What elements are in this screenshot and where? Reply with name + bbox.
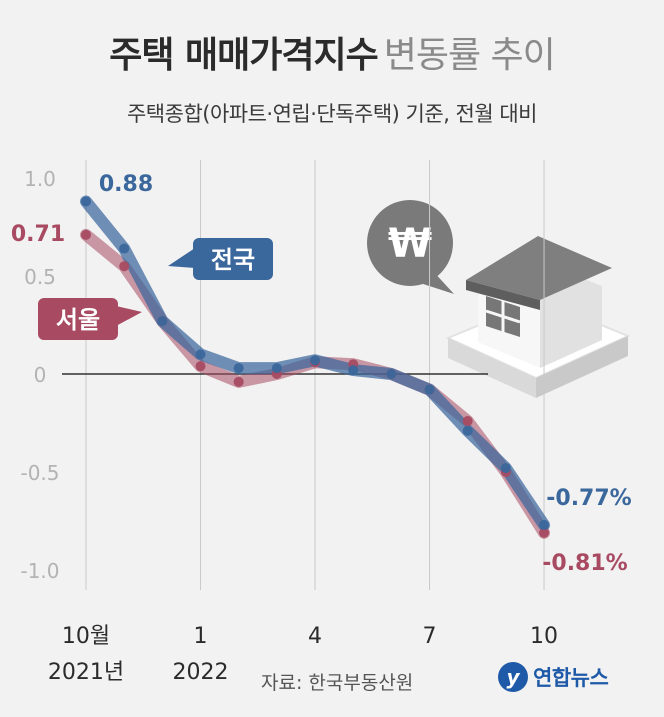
data-label-last: -0.81% xyxy=(542,551,627,576)
legend-tag-bg xyxy=(193,238,273,280)
data-point-전국 xyxy=(386,369,397,379)
data-point-서울 xyxy=(462,416,473,427)
house-window xyxy=(485,296,521,337)
data-point-전국 xyxy=(81,196,91,207)
chart-title: 주택 매매가격지수 변동률 추이 xyxy=(0,26,664,78)
data-point-전국 xyxy=(233,363,244,374)
data-point-전국 xyxy=(462,425,473,436)
data-point-전국 xyxy=(195,349,206,360)
title-main: 주택 매매가격지수 xyxy=(109,35,378,76)
data-label-first: 0.71 xyxy=(11,222,65,247)
house-illustration xyxy=(445,236,631,398)
x-tick-label: 10월 xyxy=(62,624,110,649)
y-tick-label: -1.0 xyxy=(20,559,59,583)
logo-text: 연합뉴스 xyxy=(533,666,609,690)
data-point-전국 xyxy=(119,243,130,254)
x-tick-label: 4 xyxy=(308,624,322,649)
won-symbol: ₩ xyxy=(388,221,432,267)
data-point-전국 xyxy=(500,463,511,474)
y-tick-label: -0.5 xyxy=(20,461,59,485)
data-point-전국 xyxy=(539,519,550,530)
data-point-전국 xyxy=(271,363,282,374)
x-tick-label: 7 xyxy=(423,624,437,649)
legend-tag-pointer xyxy=(116,306,142,326)
data-point-전국 xyxy=(310,355,321,366)
chart-subtitle: 주택종합(아파트·연립·단독주택) 기준, 전월 대비 xyxy=(126,102,538,126)
legend-tag-pointer xyxy=(168,248,195,268)
data-point-서울 xyxy=(81,229,91,240)
won-coin-bubble-icon: ₩ xyxy=(367,200,454,294)
data-point-서울 xyxy=(539,527,550,538)
data-label-first: 0.88 xyxy=(99,172,153,197)
yonhap-logo: y 연합뉴스 xyxy=(498,662,609,692)
logo-mark-icon: y xyxy=(498,662,528,692)
legend-label: 전국 xyxy=(211,246,255,274)
data-point-전국 xyxy=(157,316,168,327)
x-tick-year-label: 2022 xyxy=(173,660,229,685)
data-point-전국 xyxy=(348,365,359,376)
data-label-last: -0.77% xyxy=(546,486,631,511)
data-point-서울 xyxy=(233,376,244,387)
y-tick-label: 0 xyxy=(34,363,47,387)
data-point-서울 xyxy=(119,261,130,272)
source-note: 자료: 한국부동산원 xyxy=(261,672,414,694)
x-tick-year-label: 2021년 xyxy=(48,660,124,685)
y-tick-label: 0.5 xyxy=(24,265,56,289)
title-suffix: 변동률 추이 xyxy=(383,35,556,76)
data-point-서울 xyxy=(195,361,206,372)
x-tick-label: 1 xyxy=(194,624,208,649)
y-tick-label: 1.0 xyxy=(24,167,56,191)
data-point-전국 xyxy=(424,384,435,395)
legend-label: 서울 xyxy=(56,306,100,334)
legend-tag-bg xyxy=(38,298,118,340)
x-tick-label: 10 xyxy=(530,624,558,649)
